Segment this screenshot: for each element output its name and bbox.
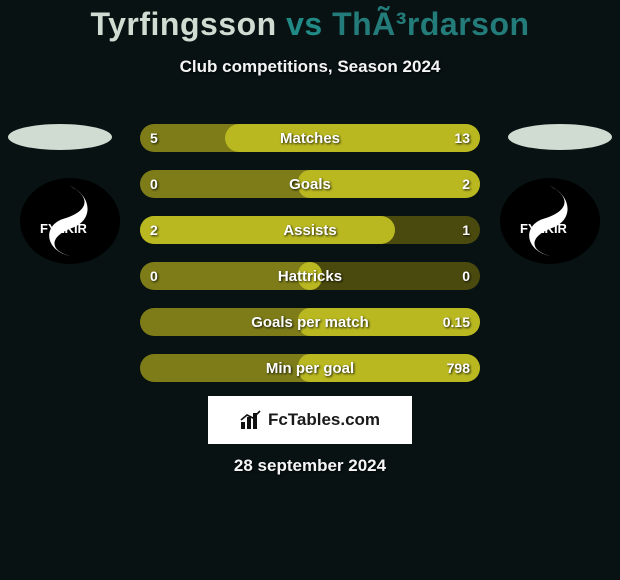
stat-row: Assists21 — [140, 216, 480, 244]
stat-row: Goals02 — [140, 170, 480, 198]
stat-row: Min per goal798 — [140, 354, 480, 382]
player1-ellipse — [8, 124, 112, 150]
branding-text: FcTables.com — [268, 410, 380, 430]
stat-track-left — [140, 354, 310, 382]
stat-track-left — [140, 262, 310, 290]
team-label-left: FYLKIR — [40, 221, 88, 236]
team-badge-right: FYLKIR — [500, 178, 600, 264]
stat-fill-right — [310, 216, 395, 244]
subtitle: Club competitions, Season 2024 — [0, 57, 620, 77]
stat-fill-left — [298, 308, 310, 336]
stat-track-left — [140, 308, 310, 336]
stat-row: Goals per match0.15 — [140, 308, 480, 336]
player2-ellipse — [508, 124, 612, 150]
stat-fill-right — [310, 124, 480, 152]
stat-row: Matches513 — [140, 124, 480, 152]
page-title: Tyrfingsson vs ThÃ³rdarson — [0, 6, 620, 43]
player2-name: ThÃ³rdarson — [332, 6, 530, 42]
chart-icon — [240, 410, 264, 430]
vs-text: vs — [286, 6, 323, 42]
stat-fill-right — [310, 170, 480, 198]
stat-fill-left — [298, 354, 310, 382]
stats-bars: Matches513 Goals02 Assists21 Hattricks00 Goa… — [140, 124, 480, 400]
player1-name: Tyrfingsson — [90, 6, 276, 42]
stat-fill-left — [225, 124, 310, 152]
stat-track-left — [140, 170, 310, 198]
team-badge-left: FYLKIR — [20, 178, 120, 264]
stat-track-right — [310, 262, 480, 290]
stat-fill-left — [298, 170, 310, 198]
stat-fill-right — [310, 354, 480, 382]
branding-banner: FcTables.com — [208, 396, 412, 444]
stat-fill-left — [298, 262, 310, 290]
team-label-right: FYLKIR — [520, 221, 568, 236]
stat-fill-left — [140, 216, 310, 244]
stat-fill-right — [310, 308, 480, 336]
stat-row: Hattricks00 — [140, 262, 480, 290]
date-text: 28 september 2024 — [0, 456, 620, 476]
title-area: Tyrfingsson vs ThÃ³rdarson Club competit… — [0, 0, 620, 77]
